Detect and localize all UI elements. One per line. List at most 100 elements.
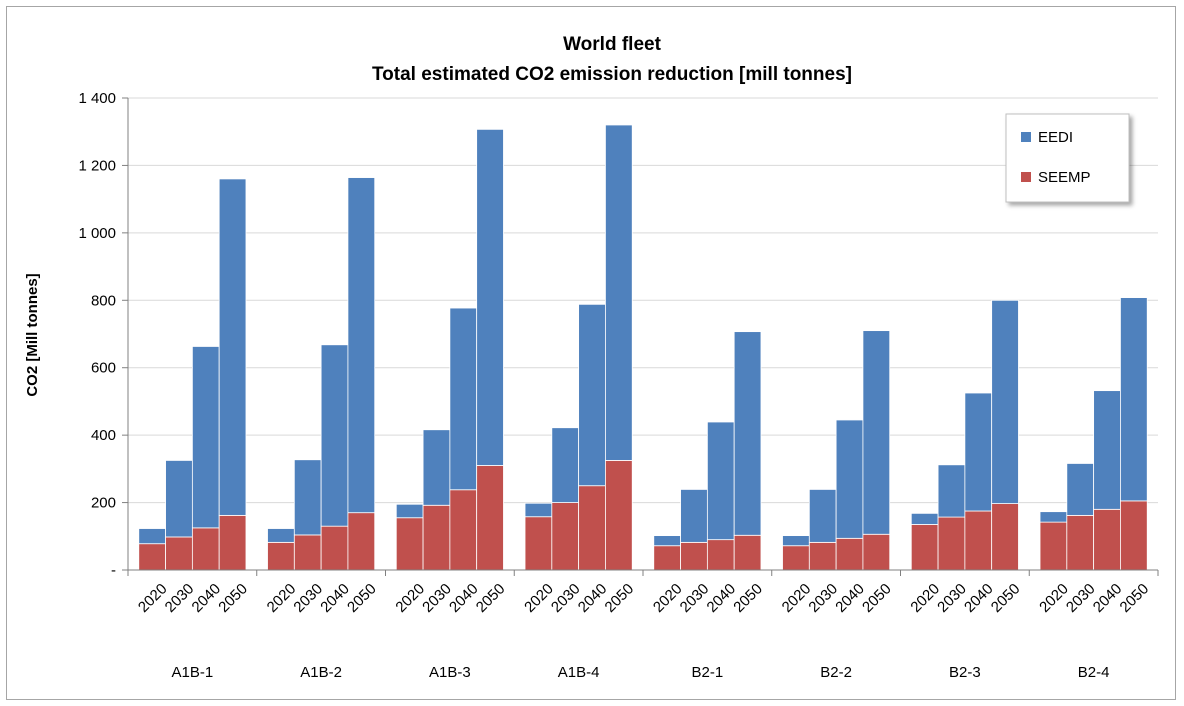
x-group-label: A1B-4 <box>558 664 600 681</box>
bar-eedi <box>835 419 864 539</box>
x-group-label: A1B-3 <box>429 664 471 681</box>
bars <box>138 124 1148 571</box>
bar-eedi <box>605 124 633 461</box>
x-tick-label-year: 2030 <box>290 580 326 616</box>
bar-eedi <box>165 460 193 538</box>
bar-seemp <box>191 527 220 571</box>
x-tick-label-year: 2030 <box>162 580 198 616</box>
bar-seemp <box>320 525 349 571</box>
bar-eedi <box>218 178 247 516</box>
x-tick-label-year: 2030 <box>677 580 713 616</box>
bar-eedi <box>653 535 681 547</box>
y-tick-label: 800 <box>91 292 116 309</box>
bar-eedi <box>706 421 735 541</box>
x-tick-label-year: 2030 <box>548 580 584 616</box>
x-tick-label-year: 2040 <box>832 580 868 616</box>
bar-seemp <box>706 539 735 571</box>
bar-seemp <box>422 504 451 571</box>
x-tick-label-year: 2020 <box>779 580 815 616</box>
x-group-label: A1B-1 <box>172 664 214 681</box>
bar-seemp <box>862 533 891 571</box>
x-tick-label-year: 2050 <box>859 580 895 616</box>
bar-seemp <box>1066 514 1095 571</box>
x-tick-label-year: 2050 <box>215 580 251 616</box>
y-tick-label: 1 200 <box>78 157 116 174</box>
y-tick-label: 1 000 <box>78 225 116 242</box>
x-tick-label-year: 2020 <box>264 580 300 616</box>
bar-seemp <box>449 489 478 571</box>
x-tick-label-year: 2050 <box>1117 580 1153 616</box>
x-group-label: B2-2 <box>820 664 852 681</box>
bar-seemp <box>991 503 1019 571</box>
x-tick-label-year: 2050 <box>344 580 380 616</box>
y-axis-label: CO2 [Mill tonnes] <box>24 273 41 396</box>
x-tick-label-year: 2050 <box>730 580 766 616</box>
bar-seemp <box>578 485 606 571</box>
y-tick-label: 400 <box>91 427 116 444</box>
bar-seemp <box>293 534 322 571</box>
y-tick-label: 600 <box>91 360 116 377</box>
y-tick-label: 200 <box>91 495 116 512</box>
x-group-label: A1B-2 <box>300 664 342 681</box>
bar-eedi <box>422 429 451 506</box>
x-tick-label-year: 2030 <box>805 580 841 616</box>
bar-eedi <box>910 512 939 525</box>
x-tick-label-year: 2020 <box>392 580 428 616</box>
bar-eedi <box>449 307 478 491</box>
bar-eedi <box>191 346 220 529</box>
bar-seemp <box>138 543 166 571</box>
bar-eedi <box>293 459 322 536</box>
legend-label-seemp: SEEMP <box>1038 169 1091 186</box>
bar-seemp <box>218 514 247 571</box>
bar-eedi <box>395 503 424 519</box>
y-tick-label: - <box>111 562 116 579</box>
bar-eedi <box>808 489 837 543</box>
x-tick-label-year: 2040 <box>961 580 997 616</box>
bar-seemp <box>347 512 376 571</box>
x-tick-label-year: 2030 <box>1063 580 1099 616</box>
bar-seemp <box>165 536 193 571</box>
x-tick-label-year: 2050 <box>602 580 638 616</box>
x-tick-label-year: 2040 <box>317 580 353 616</box>
bar-eedi <box>1120 297 1148 502</box>
axes <box>127 98 1159 576</box>
bar-eedi <box>1039 511 1068 523</box>
bar-eedi <box>267 528 295 543</box>
bar-seemp <box>267 541 295 571</box>
x-tick-label-year: 2020 <box>1036 580 1072 616</box>
x-group-label: B2-3 <box>949 664 981 681</box>
bar-seemp <box>605 460 633 571</box>
chart-subtitle: Total estimated CO2 emission reduction [… <box>372 64 852 85</box>
bar-eedi <box>1066 463 1095 516</box>
legend-swatch-eedi <box>1021 132 1031 142</box>
x-tick-label-year: 2040 <box>704 580 740 616</box>
bar-eedi <box>578 303 606 487</box>
bar-eedi <box>1093 390 1121 510</box>
bar-eedi <box>347 177 376 514</box>
x-tick-label-year: 2040 <box>189 580 225 616</box>
bar-eedi <box>524 502 553 518</box>
bar-eedi <box>476 128 504 466</box>
bar-eedi <box>862 330 891 535</box>
bar-seemp <box>782 545 810 571</box>
bar-eedi <box>937 464 966 518</box>
x-tick-labels: 2020203020402050A1B-12020203020402050A1B… <box>135 580 1152 681</box>
bar-eedi <box>964 392 993 512</box>
bar-seemp <box>1039 521 1068 571</box>
bar-eedi <box>680 489 708 543</box>
bar-seemp <box>937 516 966 571</box>
legend-swatch-seemp <box>1021 172 1031 182</box>
bar-seemp <box>808 541 837 571</box>
y-tick-label: 1 400 <box>78 90 116 107</box>
bar-eedi <box>320 344 349 527</box>
bar-seemp <box>476 465 504 571</box>
bar-eedi <box>782 535 810 547</box>
x-tick-label-year: 2030 <box>934 580 970 616</box>
x-tick-label-year: 2020 <box>135 580 171 616</box>
bar-seemp <box>551 502 580 571</box>
x-tick-label-year: 2020 <box>521 580 557 616</box>
bar-eedi <box>733 331 762 536</box>
x-group-label: B2-4 <box>1078 664 1110 681</box>
y-tick-labels: - 200 400 600 800 1 000 1 200 1 400 <box>78 90 116 579</box>
